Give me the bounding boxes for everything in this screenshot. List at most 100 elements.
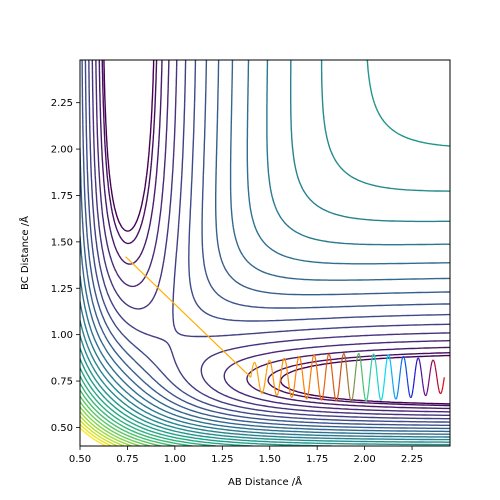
trajectory-segment [273, 382, 276, 388]
trajectory-segment [274, 391, 277, 395]
trajectory-segment [331, 369, 334, 378]
trajectory-segment [396, 394, 398, 399]
trajectory-segment [360, 363, 363, 370]
contour-level [88, 60, 450, 420]
trajectory-segment [291, 396, 293, 398]
trajectory-segment [346, 377, 349, 385]
trajectory-segment [284, 358, 287, 362]
trajectory-segment [419, 365, 422, 372]
trajectory-line [125, 256, 445, 402]
trajectory-segment [413, 377, 416, 384]
trajectory-segment [288, 383, 291, 390]
trajectory-segment [318, 390, 321, 396]
trajectory-segment [314, 355, 317, 360]
trajectory-segment [411, 389, 414, 394]
trajectory-segment [326, 358, 329, 364]
trajectory-segment [436, 377, 439, 383]
trajectory-segment [255, 364, 258, 369]
trajectory-segment [417, 357, 420, 360]
trajectory-segment [329, 354, 332, 359]
contour-level [91, 60, 450, 416]
trajectory-segment [156, 286, 164, 294]
trajectory-segment [308, 384, 311, 391]
trajectory-segment [330, 363, 333, 371]
trajectory-segment [219, 346, 227, 354]
trajectory-segment [437, 382, 439, 388]
trajectory-segment [440, 392, 442, 395]
contour-level [80, 411, 133, 446]
contour-level [84, 60, 450, 423]
contour-level [95, 60, 450, 413]
trajectory-segment [317, 377, 320, 385]
contour-level [80, 60, 450, 433]
trajectory-segment [410, 393, 413, 397]
trajectory-segment [427, 382, 430, 389]
trajectory-segment [358, 354, 361, 359]
contour-level [80, 60, 450, 435]
trajectory-segment [419, 361, 422, 367]
trajectory-segment [267, 360, 270, 364]
trajectory-segment [329, 358, 332, 364]
trajectory-segment [251, 365, 254, 369]
trajectory-segment [319, 395, 322, 400]
y-tick-label: 1.00 [51, 330, 73, 341]
trajectory-segment [265, 367, 268, 373]
trajectory-segment [277, 388, 280, 393]
trajectory-segment [315, 363, 318, 371]
trajectory-segment [181, 310, 189, 318]
trajectory-segment [387, 354, 390, 357]
trajectory-segment [375, 363, 378, 371]
trajectory-segment [395, 397, 398, 400]
trajectory-segment [362, 384, 365, 392]
contour-level [80, 419, 118, 446]
trajectory-segment [377, 384, 380, 392]
y-tick-label: 1.50 [51, 237, 73, 248]
trajectory-segment [337, 391, 340, 397]
trajectory-segment [285, 361, 288, 366]
trajectory-segment [150, 280, 158, 288]
trajectory-segment [338, 377, 341, 385]
trajectory-segment [367, 391, 369, 397]
trajectory-segment [303, 389, 306, 395]
trajectory-segment [297, 357, 299, 361]
x-tick-label: 0.50 [69, 454, 91, 465]
trajectory-segment [408, 393, 411, 397]
trajectory-segment [262, 386, 265, 391]
trajectory-segment [429, 366, 432, 372]
trajectory-segment [168, 298, 177, 306]
trajectory-segment [347, 384, 350, 392]
trajectory-segment [187, 316, 195, 324]
trajectory-segment [332, 377, 334, 385]
trajectory-segment [280, 366, 283, 372]
trajectory-segment [269, 360, 272, 364]
trajectory-segment [354, 369, 357, 378]
trajectory-segment [396, 390, 399, 396]
trajectory-segment [353, 377, 356, 385]
trajectory-segment [380, 399, 383, 401]
trajectory-segment [306, 394, 309, 399]
trajectory-segment [332, 384, 335, 392]
trajectory-segment [346, 369, 349, 378]
trajectory-segment [270, 363, 273, 368]
trajectory-segment [368, 377, 371, 385]
trajectory-segment [254, 361, 256, 364]
trajectory-segment [212, 340, 220, 348]
trajectory-segment [345, 363, 348, 370]
trajectory-segment [250, 372, 253, 378]
trajectory-segment [358, 352, 360, 355]
trajectory-segment [303, 383, 305, 391]
trajectory-segment [400, 359, 403, 365]
trajectory-segment [293, 383, 296, 390]
trajectory-segment [349, 396, 352, 401]
trajectory-segment [282, 358, 285, 363]
x-tick-label: 1.50 [259, 454, 281, 465]
trajectory-segment [401, 356, 404, 361]
x-axis-ticks: 0.50 0.75 1.00 1.25 1.50 1.75 2.00 2.25 [69, 446, 423, 465]
trajectory-segment [393, 395, 396, 399]
plot-frame [79, 59, 451, 447]
trajectory-segment [375, 370, 378, 378]
trajectory-segment [307, 390, 310, 396]
trajectory-segment [407, 389, 410, 395]
trajectory-segment [326, 354, 329, 359]
trajectory-segment [437, 387, 440, 391]
